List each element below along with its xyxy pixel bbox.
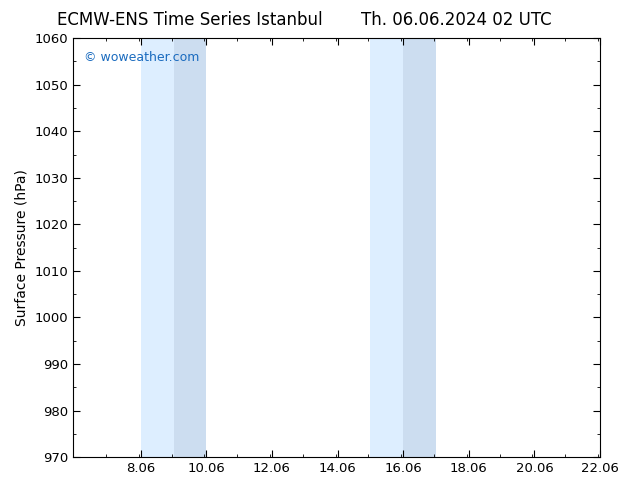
Bar bbox=[403, 38, 436, 457]
Text: Th. 06.06.2024 02 UTC: Th. 06.06.2024 02 UTC bbox=[361, 11, 552, 29]
Text: © woweather.com: © woweather.com bbox=[84, 50, 199, 64]
Bar bbox=[174, 38, 206, 457]
Bar bbox=[370, 38, 403, 457]
Y-axis label: Surface Pressure (hPa): Surface Pressure (hPa) bbox=[15, 169, 29, 326]
Bar bbox=[141, 38, 174, 457]
Text: ECMW-ENS Time Series Istanbul: ECMW-ENS Time Series Istanbul bbox=[58, 11, 323, 29]
